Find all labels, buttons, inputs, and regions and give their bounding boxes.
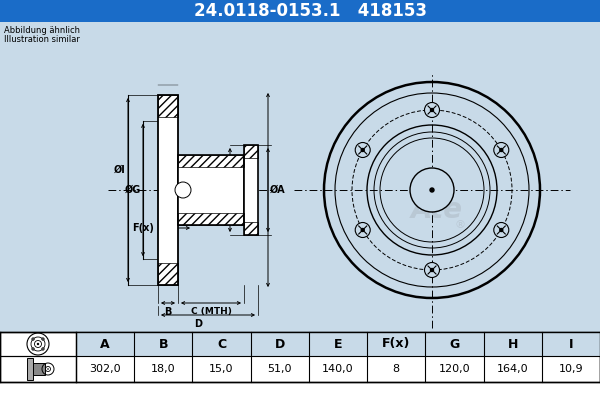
Text: 8: 8 bbox=[392, 364, 400, 374]
Circle shape bbox=[500, 148, 503, 152]
Text: I: I bbox=[569, 338, 573, 350]
Circle shape bbox=[430, 188, 434, 192]
Text: A: A bbox=[100, 338, 110, 350]
Bar bbox=[244, 145, 258, 158]
Circle shape bbox=[431, 268, 433, 272]
Bar bbox=[158, 263, 178, 285]
Bar bbox=[244, 222, 258, 235]
Circle shape bbox=[425, 102, 439, 118]
Circle shape bbox=[494, 222, 509, 238]
Circle shape bbox=[410, 168, 454, 212]
Text: ØI: ØI bbox=[114, 165, 126, 175]
Text: C (MTH): C (MTH) bbox=[191, 307, 232, 316]
Text: 15,0: 15,0 bbox=[209, 364, 234, 374]
Circle shape bbox=[355, 222, 370, 238]
Text: D: D bbox=[194, 319, 202, 329]
Text: 18,0: 18,0 bbox=[151, 364, 176, 374]
Bar bbox=[158, 95, 178, 117]
Bar bbox=[158, 95, 178, 285]
Text: ØE: ØE bbox=[188, 185, 203, 195]
Bar bbox=[178, 213, 244, 225]
Text: ØG: ØG bbox=[125, 185, 141, 195]
Text: 120,0: 120,0 bbox=[439, 364, 470, 374]
Circle shape bbox=[41, 348, 44, 350]
Text: 140,0: 140,0 bbox=[322, 364, 354, 374]
Circle shape bbox=[494, 142, 509, 158]
Circle shape bbox=[425, 262, 439, 278]
Text: G: G bbox=[449, 338, 460, 350]
Circle shape bbox=[175, 182, 191, 198]
Text: B: B bbox=[164, 307, 172, 317]
Text: 51,0: 51,0 bbox=[268, 364, 292, 374]
Bar bbox=[0, 22, 600, 332]
Circle shape bbox=[32, 338, 34, 340]
Text: ØH: ØH bbox=[222, 175, 238, 185]
Text: E: E bbox=[334, 338, 342, 350]
Circle shape bbox=[500, 228, 503, 232]
Text: B: B bbox=[158, 338, 168, 350]
Bar bbox=[0, 0, 600, 22]
Text: 10,9: 10,9 bbox=[559, 364, 583, 374]
Circle shape bbox=[431, 108, 433, 112]
Bar bbox=[178, 155, 244, 167]
Text: F(x): F(x) bbox=[132, 223, 154, 233]
Circle shape bbox=[361, 148, 364, 152]
Text: 164,0: 164,0 bbox=[497, 364, 529, 374]
Text: Abbildung ähnlich: Abbildung ähnlich bbox=[4, 26, 80, 35]
Text: H: H bbox=[508, 338, 518, 350]
Text: Ate: Ate bbox=[411, 196, 463, 224]
Text: 302,0: 302,0 bbox=[89, 364, 121, 374]
Circle shape bbox=[361, 228, 364, 232]
Text: Illustration similar: Illustration similar bbox=[4, 35, 80, 44]
Bar bbox=[0, 332, 600, 382]
Circle shape bbox=[355, 142, 370, 158]
Text: ØA: ØA bbox=[270, 185, 286, 195]
Bar bbox=[178, 155, 244, 225]
Text: ®: ® bbox=[455, 220, 466, 230]
Bar bbox=[33, 363, 45, 375]
Bar bbox=[244, 145, 258, 235]
Circle shape bbox=[32, 348, 34, 350]
Circle shape bbox=[41, 338, 44, 340]
Text: D: D bbox=[275, 338, 285, 350]
Bar bbox=[27, 358, 33, 380]
Text: F(x): F(x) bbox=[382, 338, 410, 350]
Circle shape bbox=[37, 343, 39, 345]
Text: 24.0118-0153.1   418153: 24.0118-0153.1 418153 bbox=[193, 2, 427, 20]
Text: C: C bbox=[217, 338, 226, 350]
Circle shape bbox=[47, 368, 49, 370]
Bar bbox=[76, 332, 600, 356]
